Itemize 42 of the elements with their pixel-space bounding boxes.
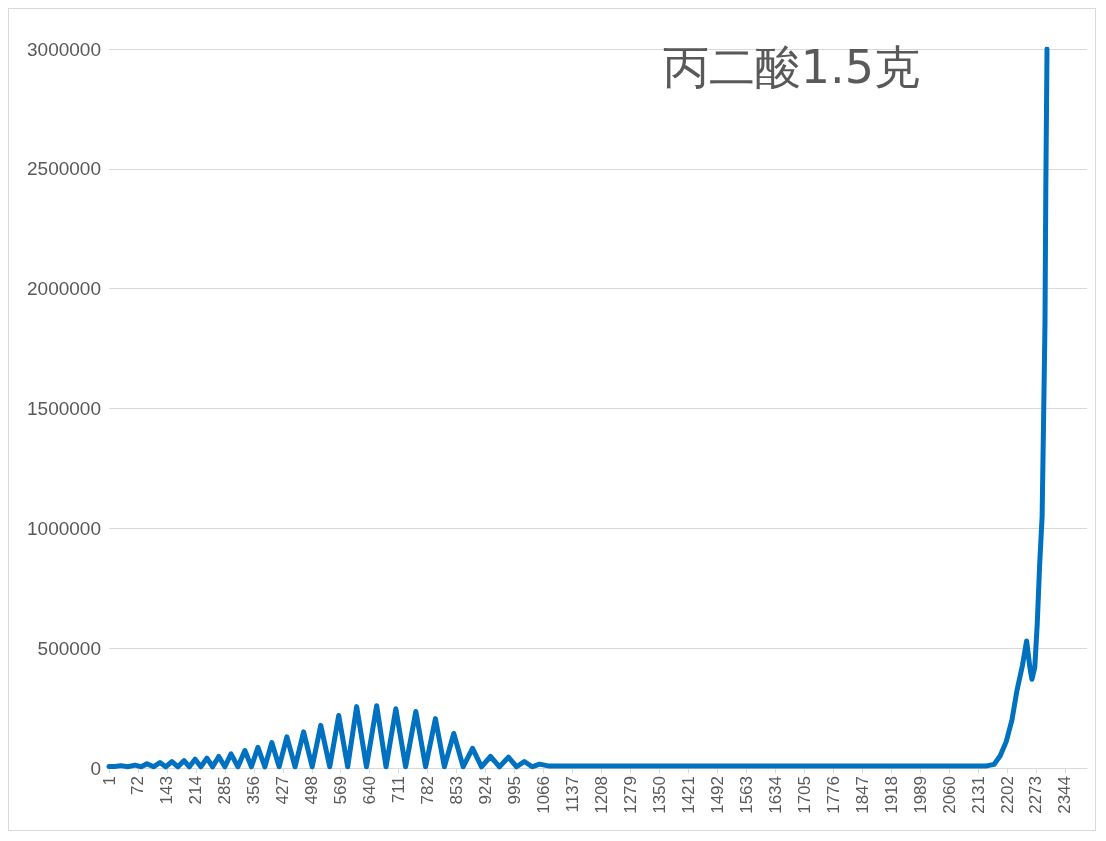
x-tick-label: 782 <box>418 776 438 805</box>
x-tick-label: 1989 <box>910 776 930 814</box>
x-tick-label: 711 <box>389 776 409 804</box>
x-tick-label: 1137 <box>563 776 582 813</box>
x-tick-label: 1634 <box>765 776 785 814</box>
x-tick-label: 1350 <box>649 776 669 814</box>
y-tick-label: 2500000 <box>27 158 101 180</box>
x-tick-label: 1421 <box>678 776 698 814</box>
x-tick-label: 214 <box>186 776 206 805</box>
x-tick-label: 2273 <box>1026 776 1046 814</box>
x-tick-label: 498 <box>302 776 322 805</box>
x-tick-label: 285 <box>215 776 235 805</box>
x-tick-label: 143 <box>157 776 177 805</box>
x-tick-label: 2344 <box>1055 776 1075 814</box>
x-tick-label: 1208 <box>591 776 611 814</box>
x-tick-label: 2060 <box>939 776 959 814</box>
y-tick-label: 500000 <box>37 637 101 659</box>
x-tick-label: 1847 <box>852 776 872 814</box>
y-tick-label: 0 <box>90 757 101 779</box>
x-tick-label: 853 <box>447 776 467 805</box>
x-tick-label: 2131 <box>968 776 988 814</box>
x-tick-label: 1 <box>99 776 119 786</box>
y-tick-label: 2000000 <box>27 278 101 300</box>
x-tick-label: 640 <box>360 776 380 805</box>
x-tick-label: 1918 <box>881 776 901 814</box>
x-tick-label: 995 <box>505 776 525 805</box>
x-tick-label: 356 <box>244 776 264 805</box>
y-tick-label: 1000000 <box>27 517 101 539</box>
y-tick-label: 1500000 <box>27 398 101 419</box>
x-tick-label: 1563 <box>736 776 756 814</box>
x-tick-label: 1492 <box>707 776 727 814</box>
x-tick-label: 1705 <box>794 776 814 814</box>
x-tick-label: 2202 <box>997 776 1017 814</box>
y-tick-label: 3000000 <box>27 38 101 60</box>
x-tick-label: 72 <box>128 776 148 795</box>
chart-title: 丙二酸1.5克 <box>662 40 920 94</box>
x-tick-label: 1066 <box>534 776 554 814</box>
x-tick-label: 1279 <box>620 776 640 814</box>
x-tick-label: 427 <box>273 776 293 805</box>
x-tick-label: 924 <box>476 776 496 805</box>
x-tick-label: 569 <box>331 776 351 805</box>
x-tick-label: 1776 <box>823 776 843 814</box>
